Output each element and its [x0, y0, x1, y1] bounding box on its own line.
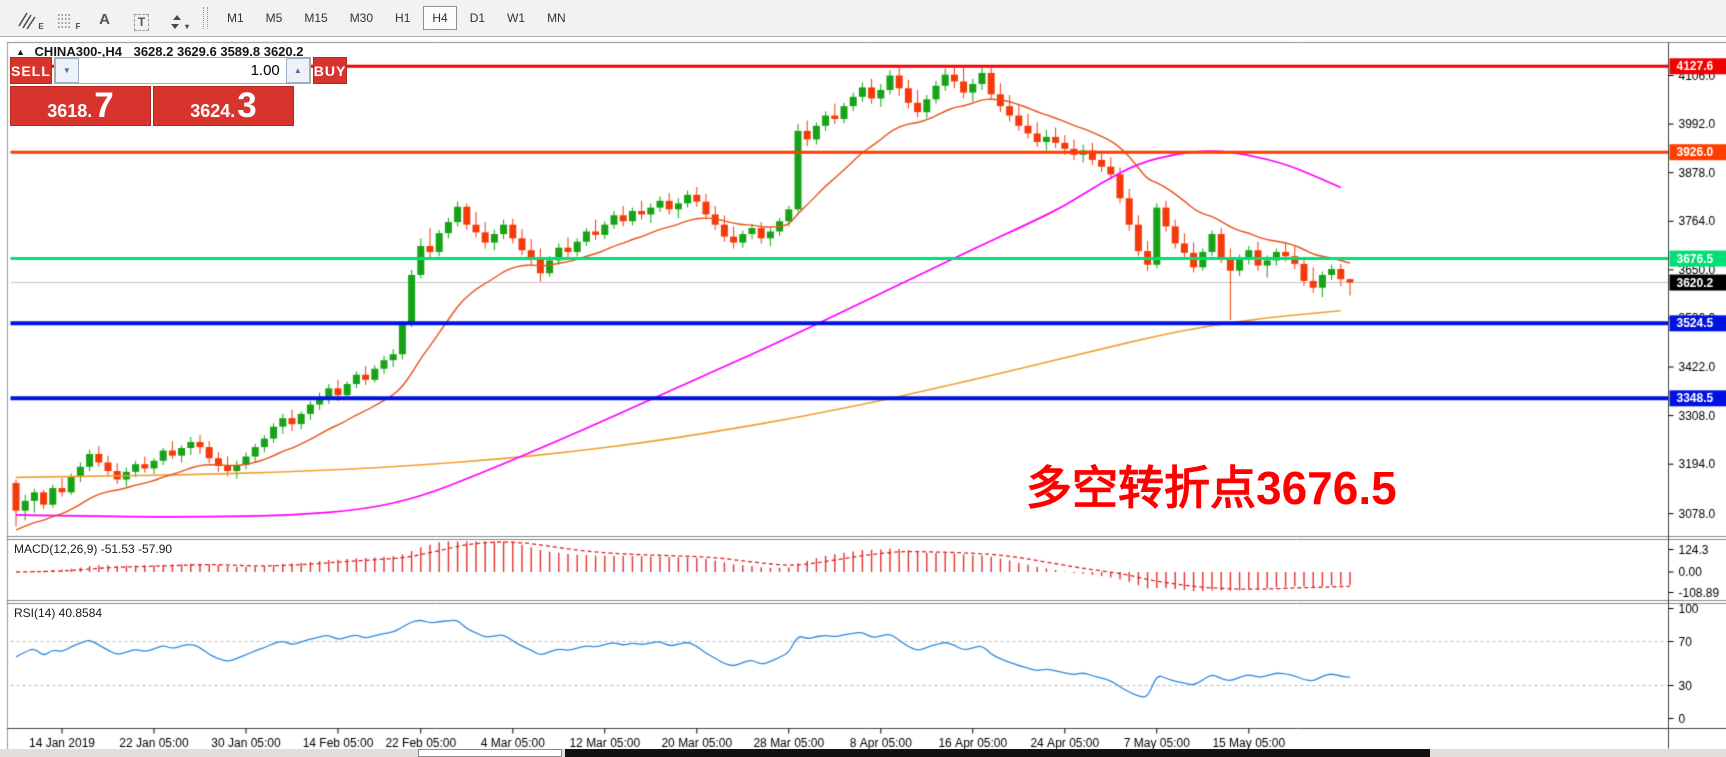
- channel-lines-glyph: [18, 12, 36, 30]
- rsi-indicator-label: RSI(14) 40.8584: [14, 606, 103, 620]
- pivot-annotation-text: 多空转折点3676.5: [1026, 462, 1397, 514]
- buy-price-main: 3624.: [190, 101, 236, 121]
- sell-price-main: 3618.: [47, 101, 93, 121]
- fibonacci-grid-icon[interactable]: F: [49, 5, 86, 31]
- icon-sub-f: F: [75, 22, 81, 31]
- grid-glyph: [57, 14, 72, 28]
- bottom-window-edge: [0, 749, 1726, 757]
- timeframe-w1[interactable]: W1: [507, 11, 526, 25]
- timeframe-m15[interactable]: M15: [304, 11, 328, 25]
- buy-button[interactable]: BUY: [312, 57, 348, 84]
- volume-spinner: ▼ ▲: [53, 57, 311, 84]
- ohlc-values-label: 3628.2 3629.6 3589.8 3620.2: [133, 44, 304, 59]
- macd-indicator-label: MACD(12,26,9) -51.53 -57.90: [14, 542, 173, 556]
- timeframe-d1[interactable]: D1: [469, 11, 486, 25]
- timeframe-h4[interactable]: H4: [423, 6, 457, 30]
- collapse-triangle-icon[interactable]: ▲: [16, 47, 25, 57]
- volume-decrease-button[interactable]: ▼: [54, 58, 79, 83]
- timeframe-toolbar: M1 M5 M15 M30 H1 H4 D1 W1 MN: [218, 6, 579, 30]
- sell-price-panel[interactable]: 3618. 7: [10, 86, 151, 126]
- sell-button[interactable]: SELL: [10, 57, 52, 84]
- timeframe-m1[interactable]: M1: [227, 11, 244, 25]
- buy-price-pips: 3: [237, 86, 257, 125]
- one-click-trade-panel: SELL ▼ ▲ BUY 3618. 7 3624. 3: [10, 57, 348, 126]
- toolbar-drag-handle[interactable]: [203, 7, 208, 29]
- timeframe-m30[interactable]: M30: [349, 11, 374, 25]
- timeframe-h1[interactable]: H1: [395, 11, 411, 25]
- buy-price-panel[interactable]: 3624. 3: [153, 86, 294, 126]
- line-studies-toolbar: E F A T ▾: [0, 5, 197, 31]
- background-window-box: [418, 749, 562, 757]
- symbol-timeframe-label: CHINA300-,H4: [34, 44, 122, 59]
- text-box-icon[interactable]: T: [123, 5, 160, 31]
- timeframe-mn[interactable]: MN: [547, 11, 566, 25]
- sort-arrows-glyph: [170, 15, 181, 29]
- icon-sub-e: E: [38, 22, 44, 31]
- toolbar: E F A T ▾ M1 M5 M15 M30 H1 H4 D1 W1 MN: [0, 0, 1726, 37]
- volume-increase-button[interactable]: ▲: [285, 58, 310, 83]
- arrange-objects-icon[interactable]: ▾: [160, 5, 197, 31]
- timeframe-m5[interactable]: M5: [265, 11, 283, 25]
- dropdown-caret-icon: ▾: [184, 22, 189, 31]
- text-label-icon[interactable]: A: [99, 11, 110, 28]
- volume-input[interactable]: [78, 58, 286, 83]
- sell-price-pips: 7: [94, 86, 114, 125]
- equidistant-channel-icon[interactable]: E: [12, 5, 49, 31]
- chart-title: ▲ CHINA300-,H4 3628.2 3629.6 3589.8 3620…: [16, 44, 303, 59]
- background-window-bar: [565, 749, 1430, 757]
